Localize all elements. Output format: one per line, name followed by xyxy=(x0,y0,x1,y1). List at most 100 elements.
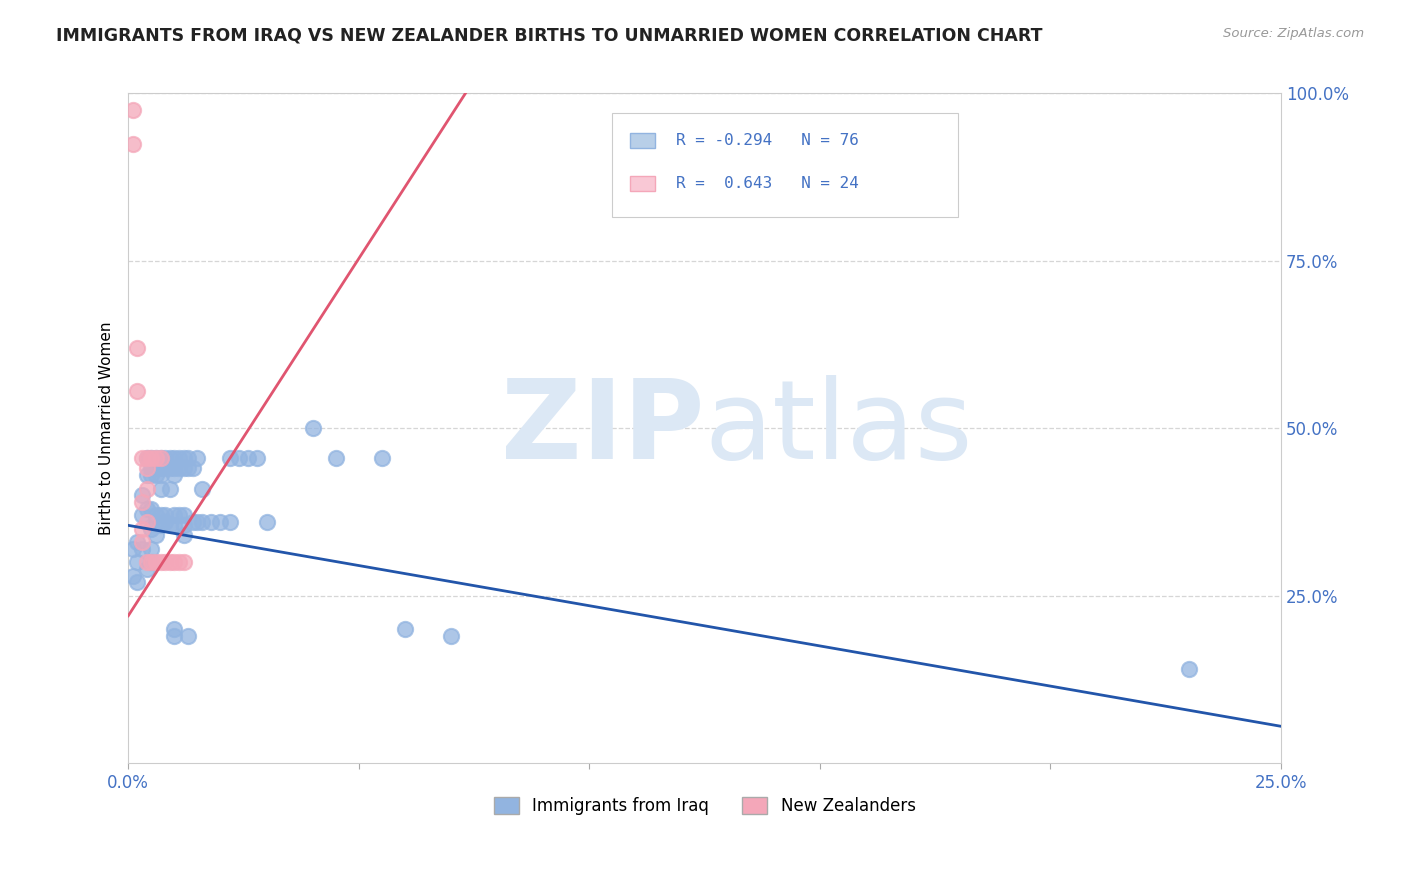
Point xyxy=(135,451,157,466)
Point xyxy=(141,555,163,569)
Point xyxy=(236,451,259,466)
Point xyxy=(135,515,157,529)
Point xyxy=(371,451,394,466)
Point xyxy=(131,508,153,523)
Point xyxy=(218,515,240,529)
Point xyxy=(127,384,149,399)
Point xyxy=(163,518,186,533)
Point xyxy=(145,508,167,523)
Point xyxy=(177,451,200,466)
Point xyxy=(191,482,214,496)
Point xyxy=(159,555,181,569)
Text: atlas: atlas xyxy=(704,375,973,482)
Point xyxy=(209,515,232,529)
Point xyxy=(181,515,204,529)
Point xyxy=(145,451,167,466)
Point xyxy=(163,461,186,475)
Point xyxy=(163,629,186,643)
Point xyxy=(186,515,208,529)
Point xyxy=(127,575,149,590)
Point xyxy=(121,103,143,117)
Point xyxy=(141,522,163,536)
Point xyxy=(159,482,181,496)
Point xyxy=(145,455,167,469)
Point xyxy=(131,495,153,509)
Point xyxy=(1177,662,1199,676)
Point xyxy=(167,461,190,475)
Point xyxy=(141,468,163,483)
Point xyxy=(177,461,200,475)
Point xyxy=(186,451,208,466)
Point xyxy=(173,555,195,569)
Point xyxy=(145,468,167,483)
Point xyxy=(163,451,186,466)
Point xyxy=(153,508,176,523)
Point xyxy=(200,515,222,529)
Text: R =  0.643   N = 24: R = 0.643 N = 24 xyxy=(676,177,859,191)
Point xyxy=(141,461,163,475)
Point xyxy=(163,468,186,483)
Point xyxy=(159,461,181,475)
Point xyxy=(121,136,143,151)
Point xyxy=(153,515,176,529)
Text: R = -0.294   N = 76: R = -0.294 N = 76 xyxy=(676,133,859,148)
Point xyxy=(149,508,172,523)
Point xyxy=(141,451,163,466)
Point xyxy=(141,541,163,556)
Point xyxy=(153,461,176,475)
Point xyxy=(149,518,172,533)
Point xyxy=(159,451,181,466)
Point xyxy=(301,421,323,435)
Point xyxy=(153,555,176,569)
Point xyxy=(145,515,167,529)
Point xyxy=(173,518,195,533)
Point xyxy=(149,482,172,496)
Point xyxy=(153,451,176,466)
Point xyxy=(121,568,143,582)
Point xyxy=(167,508,190,523)
Point xyxy=(218,451,240,466)
Point xyxy=(149,461,172,475)
Point xyxy=(163,622,186,636)
Point xyxy=(173,451,195,466)
Point xyxy=(145,451,167,466)
Point xyxy=(246,451,269,466)
Point xyxy=(149,455,172,469)
Point xyxy=(173,461,195,475)
Point xyxy=(145,461,167,475)
Point xyxy=(191,515,214,529)
Point xyxy=(440,629,463,643)
Point xyxy=(131,541,153,556)
Point xyxy=(163,555,186,569)
FancyBboxPatch shape xyxy=(630,177,655,191)
Point xyxy=(131,451,153,466)
Point xyxy=(173,528,195,542)
Point xyxy=(135,555,157,569)
Point xyxy=(167,451,190,466)
Point xyxy=(121,541,143,556)
Point xyxy=(163,508,186,523)
Point xyxy=(131,488,153,502)
FancyBboxPatch shape xyxy=(613,113,959,218)
Point xyxy=(131,535,153,549)
Point xyxy=(149,555,172,569)
Point xyxy=(141,555,163,569)
Point xyxy=(135,482,157,496)
Text: Source: ZipAtlas.com: Source: ZipAtlas.com xyxy=(1223,27,1364,40)
Point xyxy=(149,451,172,466)
Point xyxy=(141,451,163,466)
Point xyxy=(177,629,200,643)
Point xyxy=(149,451,172,466)
Point xyxy=(159,518,181,533)
Point xyxy=(325,451,347,466)
Text: IMMIGRANTS FROM IRAQ VS NEW ZEALANDER BIRTHS TO UNMARRIED WOMEN CORRELATION CHAR: IMMIGRANTS FROM IRAQ VS NEW ZEALANDER BI… xyxy=(56,27,1043,45)
Point xyxy=(127,535,149,549)
Point xyxy=(127,341,149,355)
Point xyxy=(141,501,163,516)
Point xyxy=(394,622,416,636)
Point xyxy=(135,461,157,475)
Legend: Immigrants from Iraq, New Zealanders: Immigrants from Iraq, New Zealanders xyxy=(486,790,922,822)
Point xyxy=(256,515,278,529)
Point xyxy=(167,555,190,569)
Point xyxy=(135,451,157,466)
